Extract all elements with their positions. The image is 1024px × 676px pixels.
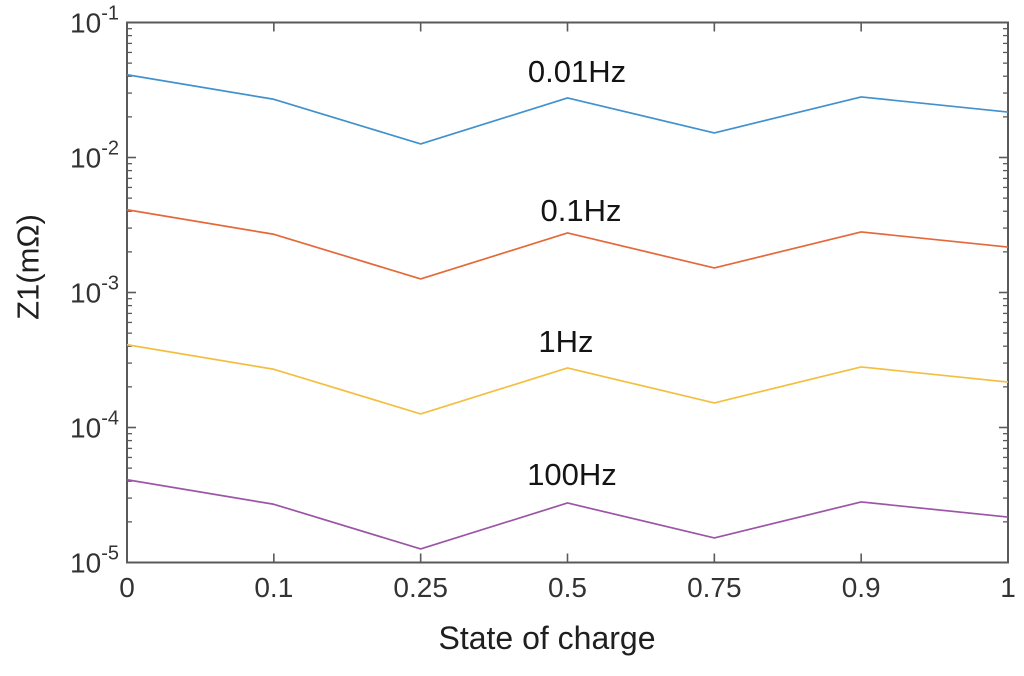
x-tick-label: 0.25 [393, 572, 448, 603]
series-label-0.1hz: 0.1Hz [540, 193, 622, 228]
y-axis-title: Z1(mΩ) [10, 214, 46, 320]
y-tick-label: 10-5 [70, 543, 119, 579]
series-line-0.1Hz [126, 208, 1009, 280]
x-tick-label: 0.9 [842, 572, 881, 603]
series-line-0.01Hz [126, 73, 1009, 145]
series-line-1Hz [126, 343, 1009, 415]
series-label-100hz: 100Hz [527, 457, 617, 492]
x-tick-label: 0 [119, 572, 135, 603]
y-tick-label: 10-2 [70, 138, 119, 174]
x-tick-label: 1 [1000, 572, 1016, 603]
x-axis-title: State of charge [438, 620, 656, 656]
series-label-1hz: 1Hz [538, 324, 594, 359]
x-tick-label: 0.1 [254, 572, 293, 603]
y-tick-label: 10-1 [70, 3, 119, 39]
series-line-100Hz [126, 478, 1009, 550]
y-tick-label: 10-3 [70, 273, 119, 309]
series-label-0.01hz: 0.01Hz [527, 54, 627, 89]
x-tick-label: 0.75 [687, 572, 742, 603]
y-tick-label: 10-4 [70, 408, 119, 444]
x-tick-label: 0.5 [548, 572, 587, 603]
